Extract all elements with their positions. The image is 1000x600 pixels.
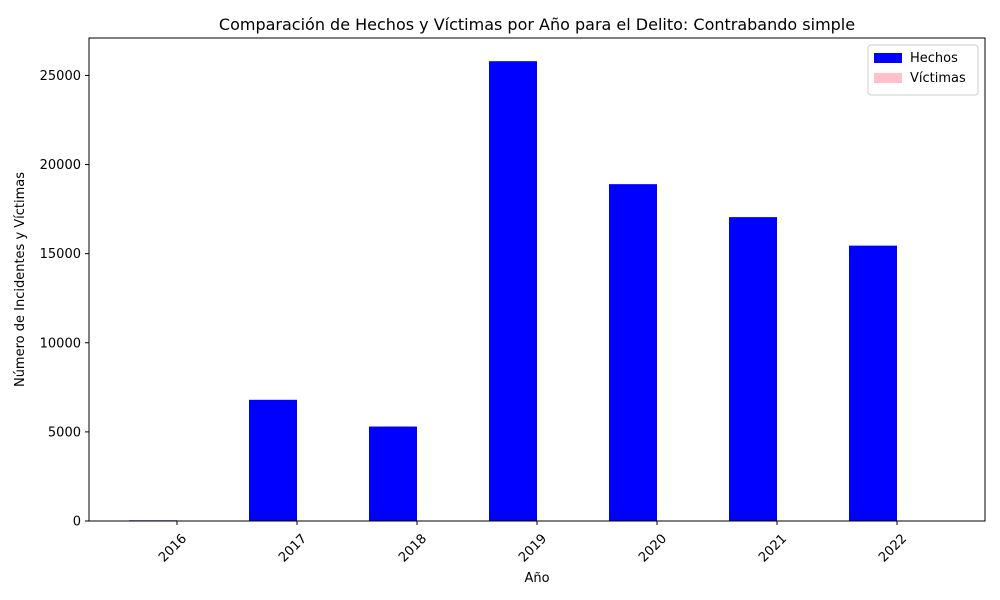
x-axis-ticks: 2016 2017 2018 2019 2020 2021 2022 xyxy=(156,521,910,565)
x-tick-label-2016: 2016 xyxy=(156,531,190,565)
x-tick-label-2017: 2017 xyxy=(276,531,310,565)
bar-hechos-2018 xyxy=(369,426,417,521)
y-tick-label-20000: 20000 xyxy=(40,158,81,173)
x-tick-label-2021: 2021 xyxy=(756,531,790,565)
legend-swatch-víctimas xyxy=(874,73,902,83)
bar-hechos-2021 xyxy=(729,217,777,521)
legend-swatch-hechos xyxy=(874,53,902,63)
y-tick-label-0: 0 xyxy=(73,515,81,530)
y-tick-label-5000: 5000 xyxy=(48,425,81,440)
chart-title: Comparación de Hechos y Víctimas por Año… xyxy=(219,15,855,34)
legend-label-víctimas: Víctimas xyxy=(910,71,966,86)
legend-label-hechos: Hechos xyxy=(910,51,958,66)
bar-hechos-2020 xyxy=(609,184,657,522)
bar-hechos-2022 xyxy=(849,245,897,521)
bar-hechos-2019 xyxy=(489,61,537,522)
x-tick-label-2018: 2018 xyxy=(396,531,430,565)
y-axis-ticks: 0 5000 10000 15000 20000 25000 xyxy=(40,69,89,530)
bars xyxy=(129,61,897,522)
x-tick-label-2020: 2020 xyxy=(636,531,670,565)
bar-hechos-2017 xyxy=(249,399,297,521)
plot-frame xyxy=(88,37,986,522)
y-tick-label-25000: 25000 xyxy=(40,69,81,84)
y-tick-label-10000: 10000 xyxy=(40,336,81,351)
x-tick-label-2022: 2022 xyxy=(876,531,910,565)
legend: Hechos Víctimas xyxy=(867,44,979,96)
x-axis-label: Año xyxy=(524,571,549,586)
y-tick-label-15000: 15000 xyxy=(40,247,81,262)
y-axis-label: Número de Incidentes y Víctimas xyxy=(13,172,28,387)
x-tick-label-2019: 2019 xyxy=(516,531,550,565)
